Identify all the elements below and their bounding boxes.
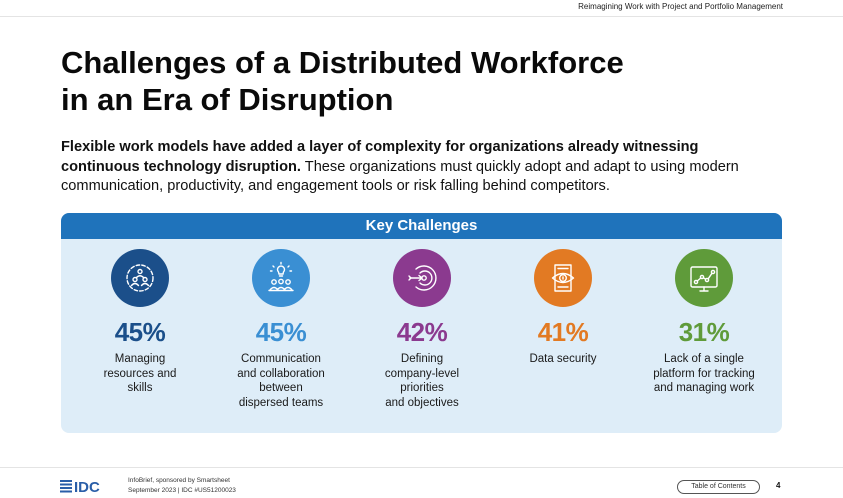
page-title-line-1: Challenges of a Distributed Workforce (61, 45, 624, 80)
footer-citation-line: September 2023 | IDC #US51200023 (128, 487, 236, 494)
idc-logo: IDC (60, 479, 114, 496)
people-gear-icon (111, 249, 169, 307)
challenge-description-line: Lack of a single (664, 353, 744, 365)
challenge-card-priorities: 42% Defining company-level priorities an… (352, 249, 492, 410)
challenge-description-line: Defining (400, 353, 444, 365)
challenge-description: Communication and collaboration between … (211, 352, 351, 410)
page-title: Challenges of a Distributed Workforce in… (61, 44, 761, 118)
challenge-description-line: skills (127, 382, 153, 394)
challenge-percent: 41% (537, 317, 589, 347)
challenge-description-line: platform for tracking (653, 367, 755, 380)
challenge-description-line: Data security (529, 353, 597, 365)
target-icon (393, 249, 451, 307)
challenge-description-line: company-level (384, 367, 460, 380)
challenge-percent: 42% (396, 317, 448, 347)
challenge-description: Managing resources and skills (70, 352, 210, 396)
challenge-description-line: and managing work (653, 382, 755, 394)
secure-document-icon (534, 249, 592, 307)
intro-body-text: These organizations must quickly adopt a… (61, 158, 739, 195)
key-challenges-heading: Key Challenges (61, 213, 782, 239)
challenge-description-line: between (259, 382, 303, 394)
challenge-description-line: and collaboration (237, 367, 325, 380)
challenge-description-line: Managing (114, 353, 166, 365)
challenge-description: Defining company-level priorities and ob… (352, 352, 492, 410)
intro-paragraph: Flexible work models have added a layer … (61, 138, 781, 197)
challenge-percent: 31% (678, 317, 730, 347)
table-of-contents-button[interactable]: Table of Contents (677, 480, 760, 494)
page-number: 4 (776, 481, 781, 490)
page-title-line-2: in an Era of Disruption (61, 82, 394, 117)
footer-citation: InfoBrief, sponsored by Smartsheet Septe… (128, 476, 236, 496)
idc-logo-text: IDC (74, 479, 100, 493)
running-header-title: Reimagining Work with Project and Portfo… (578, 2, 783, 11)
challenge-card-single-platform: 31% Lack of a single platform for tracki… (634, 249, 774, 396)
challenge-description-line: and objectives (385, 396, 459, 409)
challenge-card-data-security: 41% Data security (493, 249, 633, 367)
challenge-card-communication: 45% Communication and collaboration betw… (211, 249, 351, 410)
challenge-card-resources: 45% Managing resources and skills (70, 249, 210, 396)
challenge-description: Lack of a single platform for tracking a… (634, 352, 774, 396)
key-challenges-panel: Key Challenges 45% Managing resources an… (61, 213, 782, 433)
challenge-description-line: Communication (241, 353, 321, 365)
challenge-description-line: priorities (400, 382, 444, 394)
challenge-description: Data security (493, 352, 633, 367)
idea-team-icon (252, 249, 310, 307)
footer-citation-line: InfoBrief, sponsored by Smartsheet (128, 477, 230, 484)
challenge-description-line: dispersed teams (238, 396, 324, 409)
intro-bold-text: Flexible work models have added a layer … (61, 139, 699, 175)
challenge-percent: 45% (255, 317, 307, 347)
running-header: Reimagining Work with Project and Portfo… (0, 0, 843, 17)
challenge-percent: 45% (114, 317, 166, 347)
tracking-chart-icon (675, 249, 733, 307)
footer-divider (0, 467, 843, 468)
challenge-description-line: resources and (103, 367, 177, 380)
